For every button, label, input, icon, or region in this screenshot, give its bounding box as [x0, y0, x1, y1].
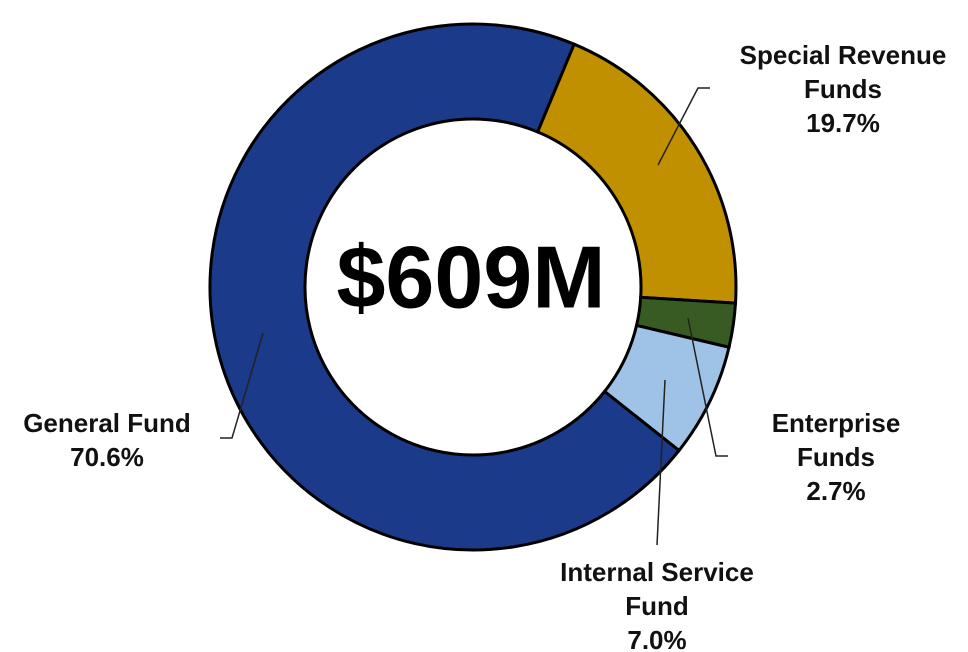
value-label: 70.6% [70, 442, 144, 472]
leader-line [656, 379, 666, 546]
slice-label: General Fund 70.6% [0, 406, 214, 474]
center-label: $609M [336, 227, 605, 326]
category-label: Internal Service Fund [560, 557, 754, 621]
slice [535, 42, 738, 305]
category-label: Special Revenue Funds [739, 40, 947, 104]
slice-label: Enterprise Funds 2.7% [751, 406, 921, 508]
slice [208, 22, 682, 552]
value-label: 2.7% [806, 476, 866, 506]
category-label: General Fund [23, 408, 191, 438]
leader-line [687, 317, 728, 457]
leader-line [220, 332, 264, 439]
value-label: 19.7% [806, 108, 880, 138]
value-label: 7.0% [627, 625, 687, 652]
slice-label: Special Revenue Funds 19.7% [721, 38, 965, 140]
slice-label: Internal Service Fund 7.0% [537, 555, 777, 652]
leader-lines [220, 87, 728, 546]
slices [208, 22, 738, 552]
leader-line [657, 87, 710, 166]
category-label: Enterprise Funds [771, 408, 901, 472]
